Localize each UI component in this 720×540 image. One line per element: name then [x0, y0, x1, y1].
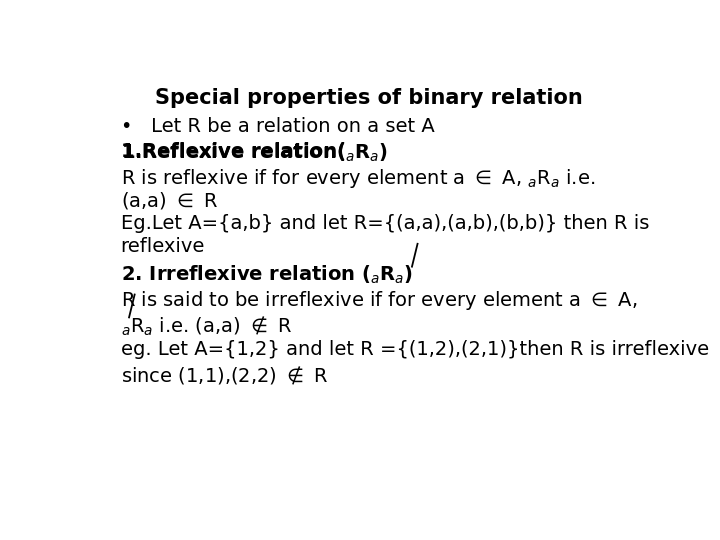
- Text: R is reflexive if for every element a $\in$ A, $_{a}$R$_{a}$ i.e.: R is reflexive if for every element a $\…: [121, 167, 595, 190]
- Text: 2. Irreflexive relation ($_{a}$R$_{a}$): 2. Irreflexive relation ($_{a}$R$_{a}$): [121, 264, 413, 286]
- Text: eg. Let A={1,2} and let R ={(1,2),(2,1)}then R is irreflexive: eg. Let A={1,2} and let R ={(1,2),(2,1)}…: [121, 340, 708, 359]
- Text: (a,a) $\in$ R: (a,a) $\in$ R: [121, 190, 218, 211]
- Text: reflexive: reflexive: [121, 238, 205, 256]
- Text: since (1,1),(2,2) $\notin$ R: since (1,1),(2,2) $\notin$ R: [121, 365, 328, 387]
- Text: R is said to be irreflexive if for every element a $\in$ A,: R is said to be irreflexive if for every…: [121, 288, 637, 312]
- Text: Special properties of binary relation: Special properties of binary relation: [155, 87, 583, 107]
- Text: 1.Reflexive relation($_{a}$R$_{a}$): 1.Reflexive relation($_{a}$R$_{a}$): [121, 141, 387, 164]
- Text: 1.Reflexive relation(: 1.Reflexive relation(: [121, 141, 346, 161]
- Text: •   Let R be a relation on a set A: • Let R be a relation on a set A: [121, 117, 434, 136]
- Text: $_{a}$R$_{a}$ i.e. (a,a) $\notin$ R: $_{a}$R$_{a}$ i.e. (a,a) $\notin$ R: [121, 314, 292, 338]
- Text: Eg.Let A={a,b} and let R={(a,a),(a,b),(b,b)} then R is: Eg.Let A={a,b} and let R={(a,a),(a,b),(b…: [121, 214, 649, 233]
